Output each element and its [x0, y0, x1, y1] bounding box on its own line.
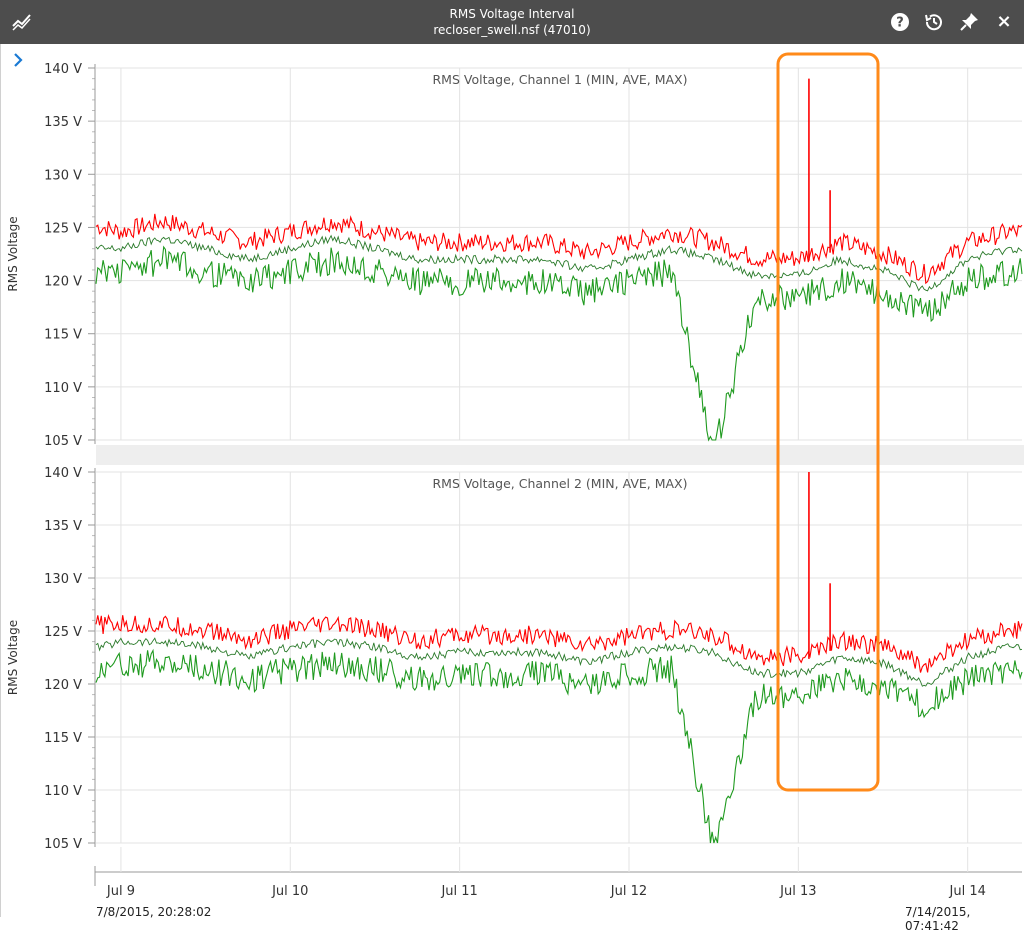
y-tick-label: 140 V: [44, 62, 82, 77]
y-tick-label: 125 V: [44, 625, 82, 640]
y-tick-label: 120 V: [44, 678, 82, 693]
series-ave-line: [95, 234, 1023, 292]
y-tick-label: 120 V: [44, 275, 82, 290]
x-tick-label: Jul 13: [779, 884, 816, 899]
series-ave-line: [95, 637, 1023, 687]
x-tick-label: Jul 9: [106, 884, 135, 899]
y-tick-label: 130 V: [44, 572, 82, 587]
y-tick-label: 125 V: [44, 221, 82, 236]
help-icon[interactable]: ?: [888, 10, 912, 34]
chart-line-icon: [12, 14, 31, 31]
chevron-right-icon[interactable]: [8, 50, 28, 70]
series-min-line: [95, 245, 1023, 442]
history-icon[interactable]: [922, 10, 946, 34]
svg-text:?: ?: [896, 16, 904, 31]
highlight-box: [776, 52, 880, 792]
window-subtitle: recloser_swell.nsf (47010): [433, 23, 591, 37]
end-timestamp: 7/14/2015, 07:41:42: [905, 905, 971, 933]
chart-title: RMS Voltage, Channel 1 (MIN, AVE, MAX): [433, 72, 688, 87]
y-tick-label: 115 V: [44, 328, 82, 343]
y-tick-label: 105 V: [44, 434, 82, 449]
chart-panel-channel-1: 105 V 110 V 115 V 120 V 125 V 130 V 135 V 140 V…: [6, 62, 1023, 449]
x-tick-label: Jul 10: [271, 884, 308, 899]
series-max-line: [95, 614, 1023, 673]
y-tick-label: 115 V: [44, 731, 82, 746]
y-tick-label: 135 V: [44, 115, 82, 130]
y-tick-label: 110 V: [44, 784, 82, 799]
x-tick-label: Jul 12: [610, 884, 647, 899]
y-tick-label: 140 V: [44, 466, 82, 481]
chart-panel-channel-2: 105 V 110 V 115 V 120 V 125 V 130 V 135 V 140 V…: [6, 466, 1023, 852]
pin-icon[interactable]: [957, 10, 981, 34]
y-tick-label: 105 V: [44, 837, 82, 852]
chart-separator: [96, 445, 1024, 465]
x-tick-label: Jul 14: [949, 884, 986, 899]
window-title: RMS Voltage Interval: [449, 7, 575, 21]
y-tick-label: 135 V: [44, 519, 82, 534]
y-tick-label: 110 V: [44, 381, 82, 396]
y-axis-label: RMS Voltage: [6, 216, 20, 291]
x-axis: Jul 9 Jul 10 Jul 11 Jul 12 Jul 13 Jul 14: [94, 847, 1022, 899]
x-tick-label: Jul 11: [440, 884, 477, 899]
start-timestamp: 7/8/2015, 20:28:02: [96, 905, 212, 919]
chart-panel: [0, 44, 1024, 917]
series-max-line: [95, 213, 1023, 285]
series-min-line: [95, 648, 1023, 844]
close-icon[interactable]: ×: [996, 11, 1012, 32]
title-bar: RMS Voltage Interval recloser_swell.nsf …: [0, 0, 1024, 44]
chart-title: RMS Voltage, Channel 2 (MIN, AVE, MAX): [433, 476, 688, 491]
y-tick-label: 130 V: [44, 168, 82, 183]
y-axis-label: RMS Voltage: [6, 620, 20, 695]
